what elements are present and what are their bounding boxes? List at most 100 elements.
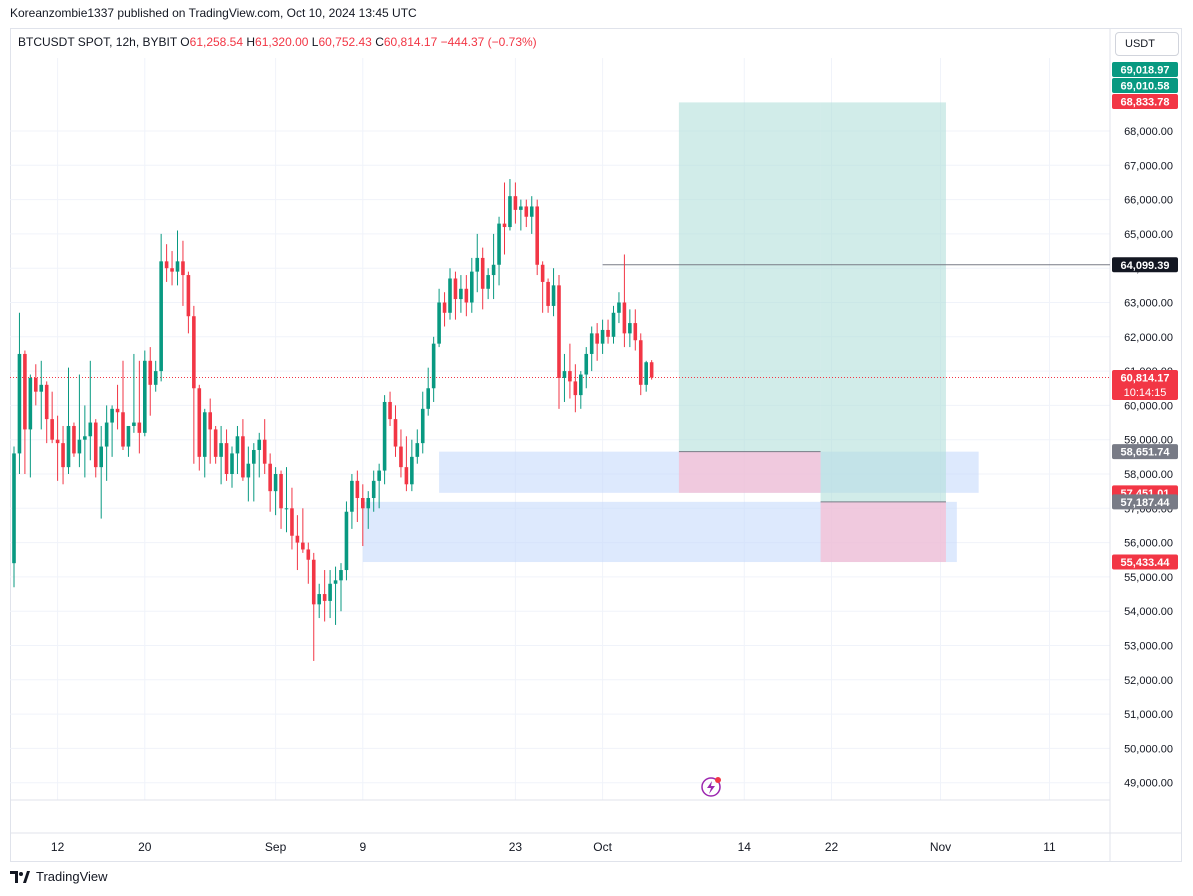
price-axis-label: 68,833.78 <box>1121 97 1170 109</box>
candle-body <box>235 436 240 454</box>
candle-body <box>404 467 409 485</box>
candle-body <box>573 381 578 396</box>
price-axis-label: 69,010.58 <box>1121 81 1170 93</box>
candle-body <box>557 285 561 378</box>
candle-body <box>34 377 38 392</box>
y-tick-label: 54,000.00 <box>1124 606 1173 618</box>
candle-body <box>72 425 76 454</box>
price-axis-label-bg <box>1112 369 1178 400</box>
candle-body <box>55 439 60 444</box>
candle-body <box>628 323 632 334</box>
candle-body <box>355 480 360 499</box>
y-tick-label: 52,000.00 <box>1124 675 1173 687</box>
candle-body <box>377 470 381 481</box>
candle-body <box>551 285 556 306</box>
y-tick-label: 62,000.00 <box>1124 332 1173 344</box>
candle-body <box>470 271 474 303</box>
candle-body <box>382 401 387 471</box>
candle-body <box>110 408 114 423</box>
candle-body <box>61 443 65 468</box>
currency-button[interactable]: USDT <box>1115 32 1179 56</box>
long-position-target-zone <box>678 102 821 452</box>
candle-body <box>535 206 539 265</box>
candle-body <box>491 264 496 276</box>
candle-body <box>442 302 447 313</box>
candle-body <box>268 463 272 492</box>
close-label: C <box>375 35 384 49</box>
candle-body <box>426 388 430 409</box>
candle-body <box>132 422 136 426</box>
y-tick-label: 60,000.00 <box>1124 400 1173 412</box>
price-axis-label: 60,814.17 <box>1121 372 1170 384</box>
candle-body <box>241 436 245 478</box>
long-position-target-zone <box>820 102 946 502</box>
price-axis-label: 57,187.44 <box>1121 497 1171 509</box>
candle-body <box>44 384 49 420</box>
candle-body <box>524 206 529 217</box>
candle-body <box>192 316 196 389</box>
candle-body <box>502 223 507 228</box>
candle-body <box>611 312 616 337</box>
price-axis-label-bg <box>1112 494 1178 510</box>
candle-body <box>339 570 343 581</box>
x-tick-label: 22 <box>825 840 839 854</box>
candle-body <box>23 353 27 430</box>
y-tick-label: 59,000.00 <box>1124 435 1173 447</box>
y-tick-label: 53,000.00 <box>1124 641 1173 653</box>
y-tick-label: 68,000.00 <box>1124 126 1173 138</box>
candle-body <box>262 439 267 464</box>
x-tick-label: Oct <box>593 840 612 854</box>
candle-body <box>257 439 262 450</box>
candle-body <box>252 449 256 464</box>
candle-body <box>562 371 567 378</box>
candle-body <box>208 412 212 430</box>
candle-body <box>606 329 610 337</box>
candle-body <box>50 419 54 440</box>
candle-body <box>306 549 311 560</box>
candle-body <box>622 302 627 334</box>
candle-body <box>584 353 589 375</box>
candle-body <box>28 377 33 430</box>
y-tick-label: 49,000.00 <box>1124 778 1173 790</box>
candle-body <box>66 425 71 468</box>
candle-body <box>486 275 490 289</box>
candle-body <box>529 206 534 217</box>
ohlc-legend: BTCUSDT SPOT, 12h, BYBIT O61,258.54 H61,… <box>18 35 537 49</box>
candle-body <box>197 388 202 457</box>
candle-body <box>284 508 289 510</box>
candle-body <box>12 453 16 564</box>
candle-body <box>464 288 469 303</box>
candle-body <box>459 288 463 300</box>
y-tick-label: 67,000.00 <box>1124 160 1173 172</box>
candle-body <box>644 362 648 385</box>
candle-body <box>638 340 643 385</box>
candle-body <box>99 446 103 468</box>
open-value: 61,258.54 <box>189 35 244 49</box>
candle-body <box>415 443 420 457</box>
candle-body <box>202 412 207 457</box>
x-tick-label: 20 <box>138 840 152 854</box>
price-axis-label: 69,018.97 <box>1121 65 1170 77</box>
candle-body <box>633 323 638 341</box>
candle-body <box>513 196 518 210</box>
price-axis-label-bg <box>1112 444 1178 460</box>
y-tick-label: 65,000.00 <box>1124 229 1173 241</box>
candle-body <box>649 362 654 378</box>
candle-body <box>431 343 436 389</box>
x-tick-label: Nov <box>930 840 951 854</box>
lightning-bolt-icon <box>707 781 715 794</box>
price-axis-label-bg <box>1112 62 1178 77</box>
y-tick-label: 50,000.00 <box>1124 743 1173 755</box>
candle-body <box>121 412 125 447</box>
candle-body <box>595 333 599 344</box>
candle-body <box>290 508 294 536</box>
low-value: 60,752.43 <box>318 35 372 49</box>
candle-body <box>186 275 191 317</box>
candle-body <box>317 594 321 605</box>
candle-body <box>88 422 93 437</box>
candle-body <box>589 333 594 354</box>
open-label: O <box>180 35 190 49</box>
candle-body <box>170 268 174 272</box>
candle-body <box>273 474 278 492</box>
